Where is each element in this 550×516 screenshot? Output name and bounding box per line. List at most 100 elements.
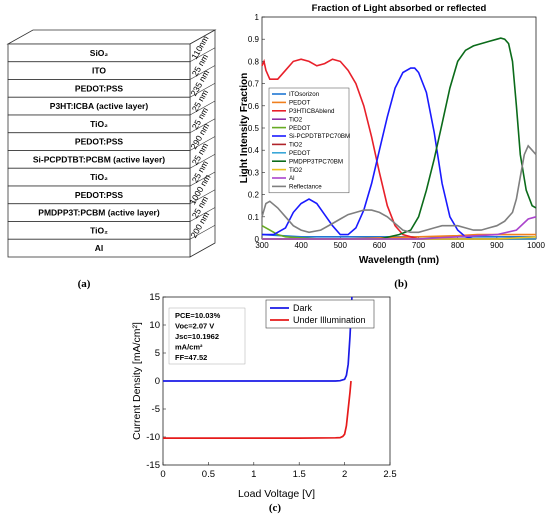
layer-name: SiO₂ <box>90 48 109 58</box>
layer-name: ITO <box>92 66 106 76</box>
legend-entry: Under Illumination <box>293 315 366 325</box>
y-tick-label: 0.8 <box>248 57 260 66</box>
metric-line: Jsc=10.1962 <box>175 332 219 341</box>
x-tick-label: 700 <box>412 241 426 250</box>
side-divider <box>189 189 216 205</box>
legend-entry: TiO2 <box>289 167 303 174</box>
stack-top-face <box>6 29 217 45</box>
x-axis-label: Wavelength (nm) <box>359 255 439 266</box>
side-divider <box>189 242 216 258</box>
y-tick-label: 0 <box>255 235 260 244</box>
series-line-10 <box>262 216 537 240</box>
legend-box <box>268 87 350 194</box>
side-divider <box>189 207 216 222</box>
x-tick-label: 2 <box>342 469 347 480</box>
y-tick-label: 0.2 <box>248 191 260 200</box>
side-divider <box>189 118 216 134</box>
layer-name: PEDOT:PSS <box>75 137 124 147</box>
layer-block <box>7 238 191 258</box>
legend-entry: PEDOT <box>289 100 311 107</box>
x-tick-label: 900 <box>490 241 504 250</box>
x-tick-label: 800 <box>451 241 465 250</box>
y-axis-label: Light Intensity Fraction <box>239 73 250 184</box>
y-tick-label: 0.6 <box>248 102 260 111</box>
y-tick-label: 10 <box>149 320 160 331</box>
caption-c: (c) <box>269 502 282 514</box>
y-tick-label: 0.7 <box>248 80 260 89</box>
x-tick-label: 300 <box>255 241 269 250</box>
side-divider <box>189 65 216 80</box>
legend-entry: TiO2 <box>289 116 303 123</box>
x-axis-label: Load Voltage [V] <box>238 488 315 500</box>
legend-entry: TiO2 <box>289 142 303 149</box>
layer-name: TiO₂ <box>90 119 108 129</box>
metrics-box <box>168 307 246 365</box>
side-divider <box>189 47 216 63</box>
x-tick-label: 1 <box>251 469 256 480</box>
series-line-0 <box>163 296 353 382</box>
x-tick-label: 0.5 <box>202 469 215 480</box>
chart-title: Fraction of Light absorbed or reflected <box>312 3 487 14</box>
metric-line: Voc=2.07 V <box>175 322 214 331</box>
legend-entry: PEDOT <box>289 125 311 132</box>
y-tick-label: 0 <box>155 376 160 387</box>
y-tick-label: 0.5 <box>248 124 260 133</box>
layer-name: PEDOT:PSS <box>75 190 124 200</box>
x-tick-label: 0 <box>160 469 165 480</box>
legend-entry: Al <box>289 175 295 182</box>
legend-entry: Si-PCPDTBTPC70BM <box>289 133 350 140</box>
legend-entry: ITOsorizon <box>289 91 320 98</box>
x-tick-label: 400 <box>294 241 308 250</box>
legend-entry: Dark <box>293 303 313 313</box>
y-tick-label: 0.3 <box>248 168 260 177</box>
y-tick-label: -5 <box>152 404 160 415</box>
x-tick-label: 1.5 <box>293 469 306 480</box>
series-line-0 <box>261 233 536 238</box>
jv-curve-chart: 0 0.5 1 1.5 2 2.5 -15 -10 -5 0 5 10 15 Load Voltage [… <box>131 292 397 514</box>
x-tick-label: 600 <box>373 241 387 250</box>
y-tick-label: 1 <box>255 13 260 22</box>
series-line-8 <box>262 37 537 240</box>
legend-entry: PEDOT <box>289 150 311 157</box>
y-tick-label: -15 <box>146 460 160 471</box>
y-axis-label: Current Density [mA/cm²] <box>131 322 143 440</box>
side-divider <box>189 82 216 98</box>
side-divider <box>189 153 216 169</box>
x-tick-label: 1000 <box>527 241 545 250</box>
layer-name: TiO₂ <box>90 172 108 182</box>
series-line-11 <box>261 144 537 234</box>
layer-name: P3HT:ICBA (active layer) <box>50 101 149 111</box>
absorption-chart: 300 400 500 600 700 800 900 1000 0 0.1 0.2 0.3 0.4 0.… <box>239 3 545 290</box>
side-divider <box>189 136 216 151</box>
legend-entry: PMDPP3TPC70BM <box>289 158 343 165</box>
layer-name: Si-PCPDTBT:PCBM (active layer) <box>33 154 165 164</box>
layer-name: PMDPP3T:PCBM (active layer) <box>38 208 160 218</box>
layer-name: PEDOT:PSS <box>75 83 124 93</box>
legend-box <box>265 299 375 329</box>
metric-line: mA/cm² <box>175 343 203 352</box>
caption-b: (b) <box>394 278 408 290</box>
series-line-1 <box>163 380 352 439</box>
x-tick-label: 500 <box>334 241 348 250</box>
caption-a: (a) <box>78 278 91 290</box>
side-divider <box>189 100 216 116</box>
y-tick-label: 0.1 <box>248 213 260 222</box>
series-line-5 <box>262 67 474 240</box>
y-tick-label: 5 <box>155 348 160 359</box>
side-divider <box>189 224 216 240</box>
y-tick-label: -10 <box>146 432 160 443</box>
y-tick-label: 0.9 <box>248 35 260 44</box>
metric-line: FF=47.52 <box>175 353 207 362</box>
layer-name: Al <box>95 243 104 253</box>
side-divider <box>189 171 216 187</box>
y-tick-label: 0.4 <box>248 146 260 155</box>
y-tick-label: 15 <box>149 292 160 303</box>
series-line-2 <box>261 58 419 240</box>
x-tick-label: 2.5 <box>383 469 396 480</box>
legend-entry: Reflectance <box>289 184 322 191</box>
legend-entry: P3HTICBAblend <box>289 108 335 115</box>
layer-name: TiO₂ <box>90 225 108 235</box>
metric-line: PCE=10.03% <box>175 311 221 320</box>
